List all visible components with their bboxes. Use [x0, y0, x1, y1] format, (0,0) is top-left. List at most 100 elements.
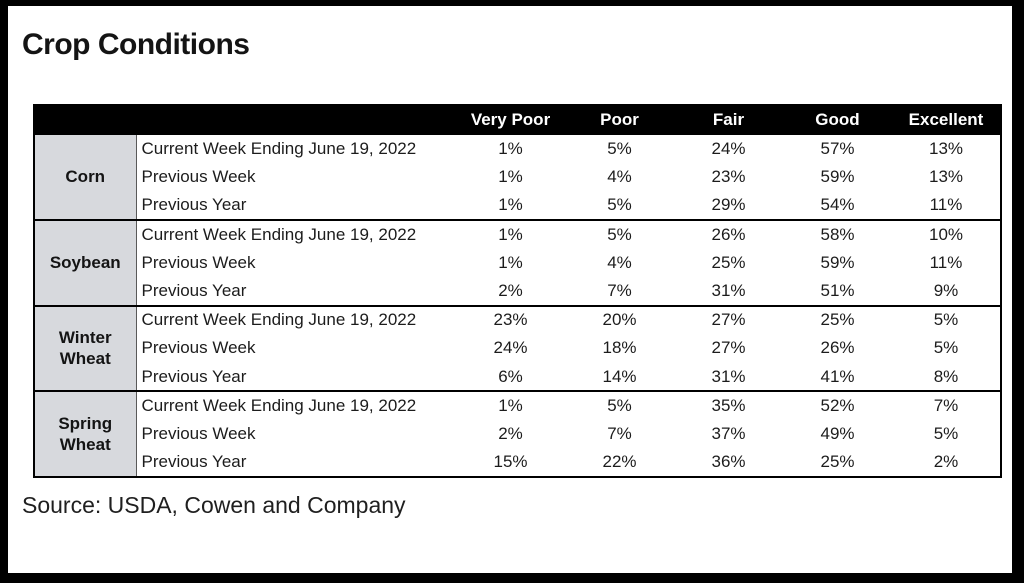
value-cell: 29%	[711, 194, 746, 214]
row-label: Current Week Ending June 19, 2022	[141, 224, 417, 244]
value-cell: 7%	[933, 396, 959, 416]
value-cell: 36%	[711, 452, 746, 472]
table-row: Previous Week 1% 4% 23% 59% 13%	[34, 163, 1001, 192]
crop-name-winter-wheat: Winter Wheat	[34, 305, 137, 392]
value-cell: 35%	[711, 396, 746, 416]
table-row: Previous Year 2% 7% 31% 51% 9%	[34, 277, 1001, 306]
group-corn: Corn Current Week Ending June 19, 2022 1…	[34, 134, 1001, 220]
row-label: Previous Year	[141, 366, 247, 386]
group-winter-wheat: Winter Wheat Current Week Ending June 19…	[34, 305, 1001, 392]
value-cell: 27%	[711, 310, 746, 330]
value-cell: 58%	[820, 224, 855, 244]
value-cell: 1%	[498, 138, 523, 158]
value-cell: 24%	[711, 138, 746, 158]
value-cell: 1%	[498, 194, 523, 214]
value-cell: 5%	[607, 396, 632, 416]
value-cell: 20%	[602, 310, 637, 330]
header-row: Very Poor Poor Fair Good Excellent	[34, 105, 1001, 134]
table-row: Corn Current Week Ending June 19, 2022 1…	[34, 134, 1001, 220]
group-spring-wheat: Spring Wheat Current Week Ending June 19…	[34, 391, 1001, 478]
row-label: Previous Week	[141, 166, 256, 186]
value-cell: 27%	[711, 338, 746, 358]
row-label: Previous Year	[141, 194, 247, 214]
value-cell: 2%	[498, 424, 523, 444]
value-cell: 23%	[493, 310, 528, 330]
value-cell: 25%	[711, 252, 746, 272]
value-cell: 37%	[711, 424, 746, 444]
table-row: Previous Week 2% 7% 37% 49% 5%	[34, 420, 1001, 449]
value-cell: 11%	[929, 194, 963, 214]
column-header-fair: Fair	[674, 105, 783, 134]
group-soybean: Soybean Current Week Ending June 19, 202…	[34, 219, 1001, 306]
value-cell: 26%	[711, 224, 746, 244]
value-cell: 49%	[820, 424, 855, 444]
value-cell: 11%	[929, 252, 963, 272]
table-row: Soybean Current Week Ending June 19, 202…	[34, 219, 1001, 306]
value-cell: 5%	[933, 424, 959, 444]
table-row: Previous Week 24% 18% 27% 26% 5%	[34, 334, 1001, 363]
row-label: Previous Week	[141, 338, 256, 358]
value-cell: 4%	[607, 166, 632, 186]
value-cell: 25%	[820, 310, 855, 330]
crop-name-spring-wheat: Spring Wheat	[34, 391, 137, 478]
value-cell: 6%	[498, 366, 523, 386]
value-cell: 2%	[933, 452, 959, 472]
value-cell: 57%	[820, 138, 855, 158]
value-cell: 1%	[498, 224, 523, 244]
value-cell: 25%	[820, 452, 855, 472]
row-label: Previous Year	[141, 280, 247, 300]
crop-name-corn: Corn	[34, 134, 137, 220]
value-cell: 2%	[498, 280, 523, 300]
row-label: Previous Year	[141, 452, 247, 472]
value-cell: 18%	[602, 338, 637, 358]
table-row: Previous Year 15% 22% 36% 25% 2%	[34, 449, 1001, 478]
column-header-excellent: Excellent	[892, 105, 1001, 134]
header-spacer	[34, 105, 456, 134]
value-cell: 23%	[711, 166, 746, 186]
report-canvas: Crop Conditions Very Poor Poor Fair Good…	[8, 6, 1012, 573]
value-cell: 22%	[602, 452, 637, 472]
row-label: Current Week Ending June 19, 2022	[141, 310, 417, 330]
value-cell: 31%	[711, 280, 746, 300]
page-title: Crop Conditions	[22, 28, 250, 61]
value-cell: 41%	[820, 366, 855, 386]
value-cell: 51%	[820, 280, 855, 300]
column-header-good: Good	[783, 105, 892, 134]
value-cell: 31%	[711, 366, 746, 386]
source-note: Source: USDA, Cowen and Company	[22, 492, 406, 518]
value-cell: 7%	[607, 280, 632, 300]
value-cell: 26%	[820, 338, 855, 358]
value-cell: 13%	[928, 166, 964, 186]
value-cell: 13%	[928, 138, 964, 158]
value-cell: 5%	[933, 338, 959, 358]
value-cell: 1%	[498, 252, 523, 272]
value-cell: 1%	[498, 166, 523, 186]
crop-conditions-table: Very Poor Poor Fair Good Excellent Corn …	[33, 104, 1002, 479]
value-cell: 9%	[933, 280, 959, 300]
value-cell: 8%	[933, 366, 959, 386]
value-cell: 7%	[607, 424, 632, 444]
value-cell: 24%	[493, 338, 528, 358]
column-header-poor: Poor	[565, 105, 674, 134]
value-cell: 10%	[928, 224, 964, 244]
value-cell: 5%	[607, 194, 632, 214]
table-row: Winter Wheat Current Week Ending June 19…	[34, 305, 1001, 392]
column-header-very-poor: Very Poor	[456, 105, 565, 134]
value-cell: 54%	[820, 194, 855, 214]
table-row: Previous Year 6% 14% 31% 41% 8%	[34, 363, 1001, 392]
value-cell: 15%	[493, 452, 528, 472]
crop-name-soybean: Soybean	[34, 219, 137, 306]
row-label: Previous Week	[141, 424, 256, 444]
value-cell: 59%	[820, 166, 855, 186]
value-cell: 5%	[607, 224, 632, 244]
value-cell: 1%	[498, 396, 523, 416]
value-cell: 52%	[820, 396, 855, 416]
value-cell: 4%	[607, 252, 632, 272]
value-cell: 59%	[820, 252, 855, 272]
row-label: Current Week Ending June 19, 2022	[141, 396, 417, 416]
value-cell: 5%	[607, 138, 632, 158]
table-row: Previous Week 1% 4% 25% 59% 11%	[34, 248, 1001, 277]
value-cell: 14%	[602, 366, 637, 386]
table-row: Previous Year 1% 5% 29% 54% 11%	[34, 191, 1001, 220]
